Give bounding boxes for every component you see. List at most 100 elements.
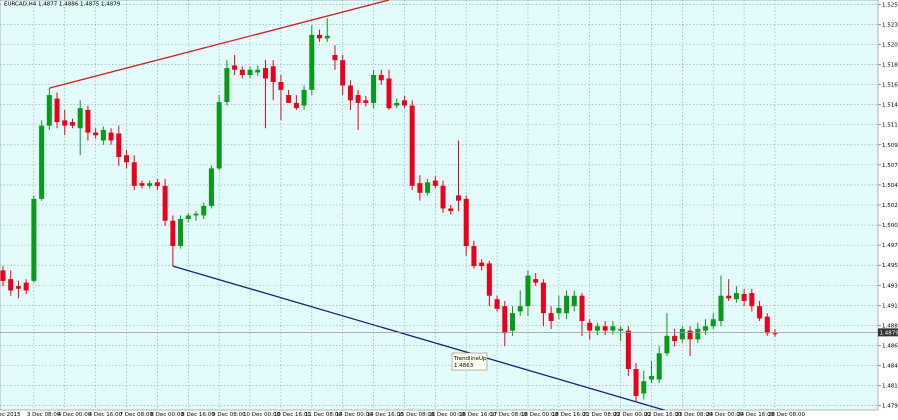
candle-body [185, 215, 191, 219]
y-tick-label: 1.4864 [882, 343, 898, 349]
candle-body [432, 180, 438, 186]
candle-body [54, 98, 60, 123]
candle-body [656, 353, 662, 380]
candle-body [533, 279, 539, 283]
candle-body [239, 69, 245, 76]
candle-body [124, 155, 130, 163]
tooltip-box [451, 352, 488, 371]
candle-body [108, 132, 114, 141]
x-tick-label: 16 Dec 00:00 [428, 412, 465, 418]
y-tick-label: 1.5048 [882, 183, 898, 189]
candle-body [208, 168, 214, 206]
x-tick-label: 24 Dec 16:00 [737, 412, 774, 418]
candle-body [62, 120, 68, 126]
candle-body [664, 335, 670, 354]
current-price-label: 1.4879 [880, 330, 898, 336]
candle-body [425, 182, 431, 193]
candle-body [255, 69, 261, 73]
candle-body [587, 322, 593, 331]
candle-body [386, 78, 392, 109]
x-tick-label: 4 Dec 00:00 [58, 412, 92, 418]
candle-body [394, 102, 400, 106]
candle-body [726, 295, 732, 299]
candle-body [772, 333, 778, 335]
y-tick-label: 1.5117 [882, 123, 898, 129]
candle-body [548, 313, 554, 322]
candle-body [309, 34, 315, 90]
candle-body [262, 68, 268, 79]
y-tick-label: 1.4933 [882, 283, 898, 289]
x-tick-label: 8 Dec 16:00 [181, 412, 215, 418]
candle-body [417, 183, 423, 193]
candle-body [733, 293, 739, 300]
candle-body [602, 326, 608, 331]
candle-body [409, 105, 415, 186]
x-tick-label: 7 Dec 08:00 [120, 412, 154, 418]
candle-body [594, 326, 600, 331]
candle-body [471, 246, 477, 267]
x-tick-label: 4 Dec 16:00 [89, 412, 123, 418]
candle-body [703, 326, 709, 331]
candle-body [718, 295, 724, 322]
candle-body [463, 198, 469, 246]
candle-body [672, 335, 678, 342]
candle-body [641, 381, 647, 394]
x-tick-label: 10 Dec 16:00 [274, 412, 311, 418]
trendline [172, 265, 667, 410]
y-tick-label: 1.4887 [882, 323, 898, 329]
candle-body [710, 319, 716, 327]
candle-body [633, 369, 639, 397]
y-tick-label: 1.5209 [882, 42, 898, 48]
candle-body [579, 295, 585, 322]
x-tick-label: 14 Dec 16:00 [367, 412, 404, 418]
candle-body [648, 375, 654, 380]
candle-body [363, 100, 369, 103]
x-tick-label: 18 Dec 00:00 [521, 412, 558, 418]
candle-body [502, 306, 508, 334]
candle-body [486, 263, 492, 296]
y-tick-label: 1.5232 [882, 22, 898, 28]
candle-body [77, 108, 83, 129]
candle-body [154, 182, 160, 186]
candle-body [564, 295, 570, 314]
candle-body [741, 293, 747, 301]
candle-body [757, 306, 763, 319]
candle-body [540, 282, 546, 314]
x-tick-label: 9 Dec 08:00 [212, 412, 246, 418]
candle-body [494, 299, 500, 309]
candle-body [232, 65, 238, 70]
x-tick-label: 11 Dec 08:00 [305, 412, 342, 418]
candle-body [224, 68, 230, 103]
candle-body [625, 330, 631, 369]
candle-body [301, 89, 307, 106]
candle-body [571, 295, 577, 307]
y-tick-label: 1.5094 [882, 143, 898, 149]
y-tick-label: 1.5186 [882, 63, 898, 69]
candle-body [46, 95, 52, 126]
y-tick-label: 1.5255 [882, 2, 898, 8]
y-tick-label: 1.5163 [882, 83, 898, 89]
candle-body [695, 328, 701, 340]
candle-body [401, 100, 407, 106]
candle-body [347, 85, 353, 101]
candle-body [116, 133, 122, 158]
candle-body [332, 54, 338, 61]
x-tick-label: 24 Dec 00:00 [706, 412, 743, 418]
candle-body [610, 326, 616, 331]
candle-body [8, 279, 14, 291]
x-tick-label: 2 Dec 2015 [0, 412, 21, 418]
candle-body [93, 132, 99, 136]
x-tick-label: 16 Dec 16:00 [459, 412, 496, 418]
current-price-box [878, 328, 898, 337]
candle-body [687, 330, 693, 340]
x-tick-label: 22 Dec 16:00 [644, 412, 681, 418]
y-tick-label: 1.4910 [882, 303, 898, 309]
x-tick-label: 3 Dec 08:00 [27, 412, 61, 418]
candle-body [85, 109, 91, 133]
candle-body [39, 125, 45, 199]
y-tick-label: 1.4979 [882, 243, 898, 249]
x-tick-label: 17 Dec 08:00 [490, 412, 527, 418]
x-tick-label: 15 Dec 08:00 [397, 412, 434, 418]
candle-body [23, 282, 29, 291]
